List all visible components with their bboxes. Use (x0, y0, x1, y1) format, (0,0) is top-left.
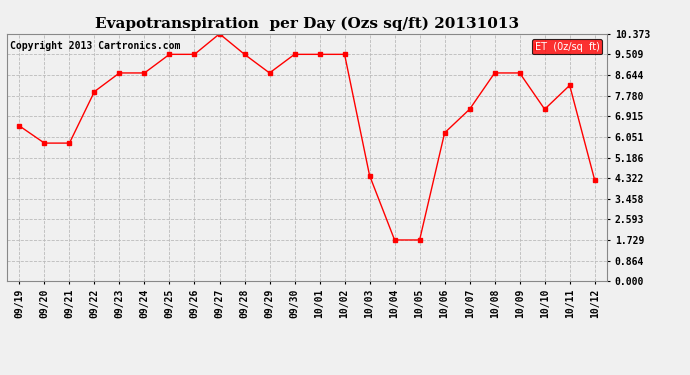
Legend: ET  (0z/sq  ft): ET (0z/sq ft) (531, 39, 602, 54)
Title: Evapotranspiration  per Day (Ozs sq/ft) 20131013: Evapotranspiration per Day (Ozs sq/ft) 2… (95, 17, 519, 31)
Text: Copyright 2013 Cartronics.com: Copyright 2013 Cartronics.com (10, 41, 180, 51)
